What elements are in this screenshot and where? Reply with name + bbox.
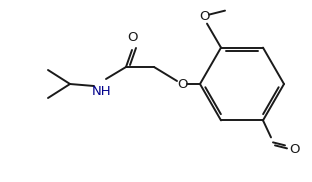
Text: O: O xyxy=(199,10,209,23)
Text: O: O xyxy=(289,143,300,156)
Text: O: O xyxy=(128,31,138,44)
Text: O: O xyxy=(177,78,187,90)
Text: NH: NH xyxy=(92,85,112,98)
